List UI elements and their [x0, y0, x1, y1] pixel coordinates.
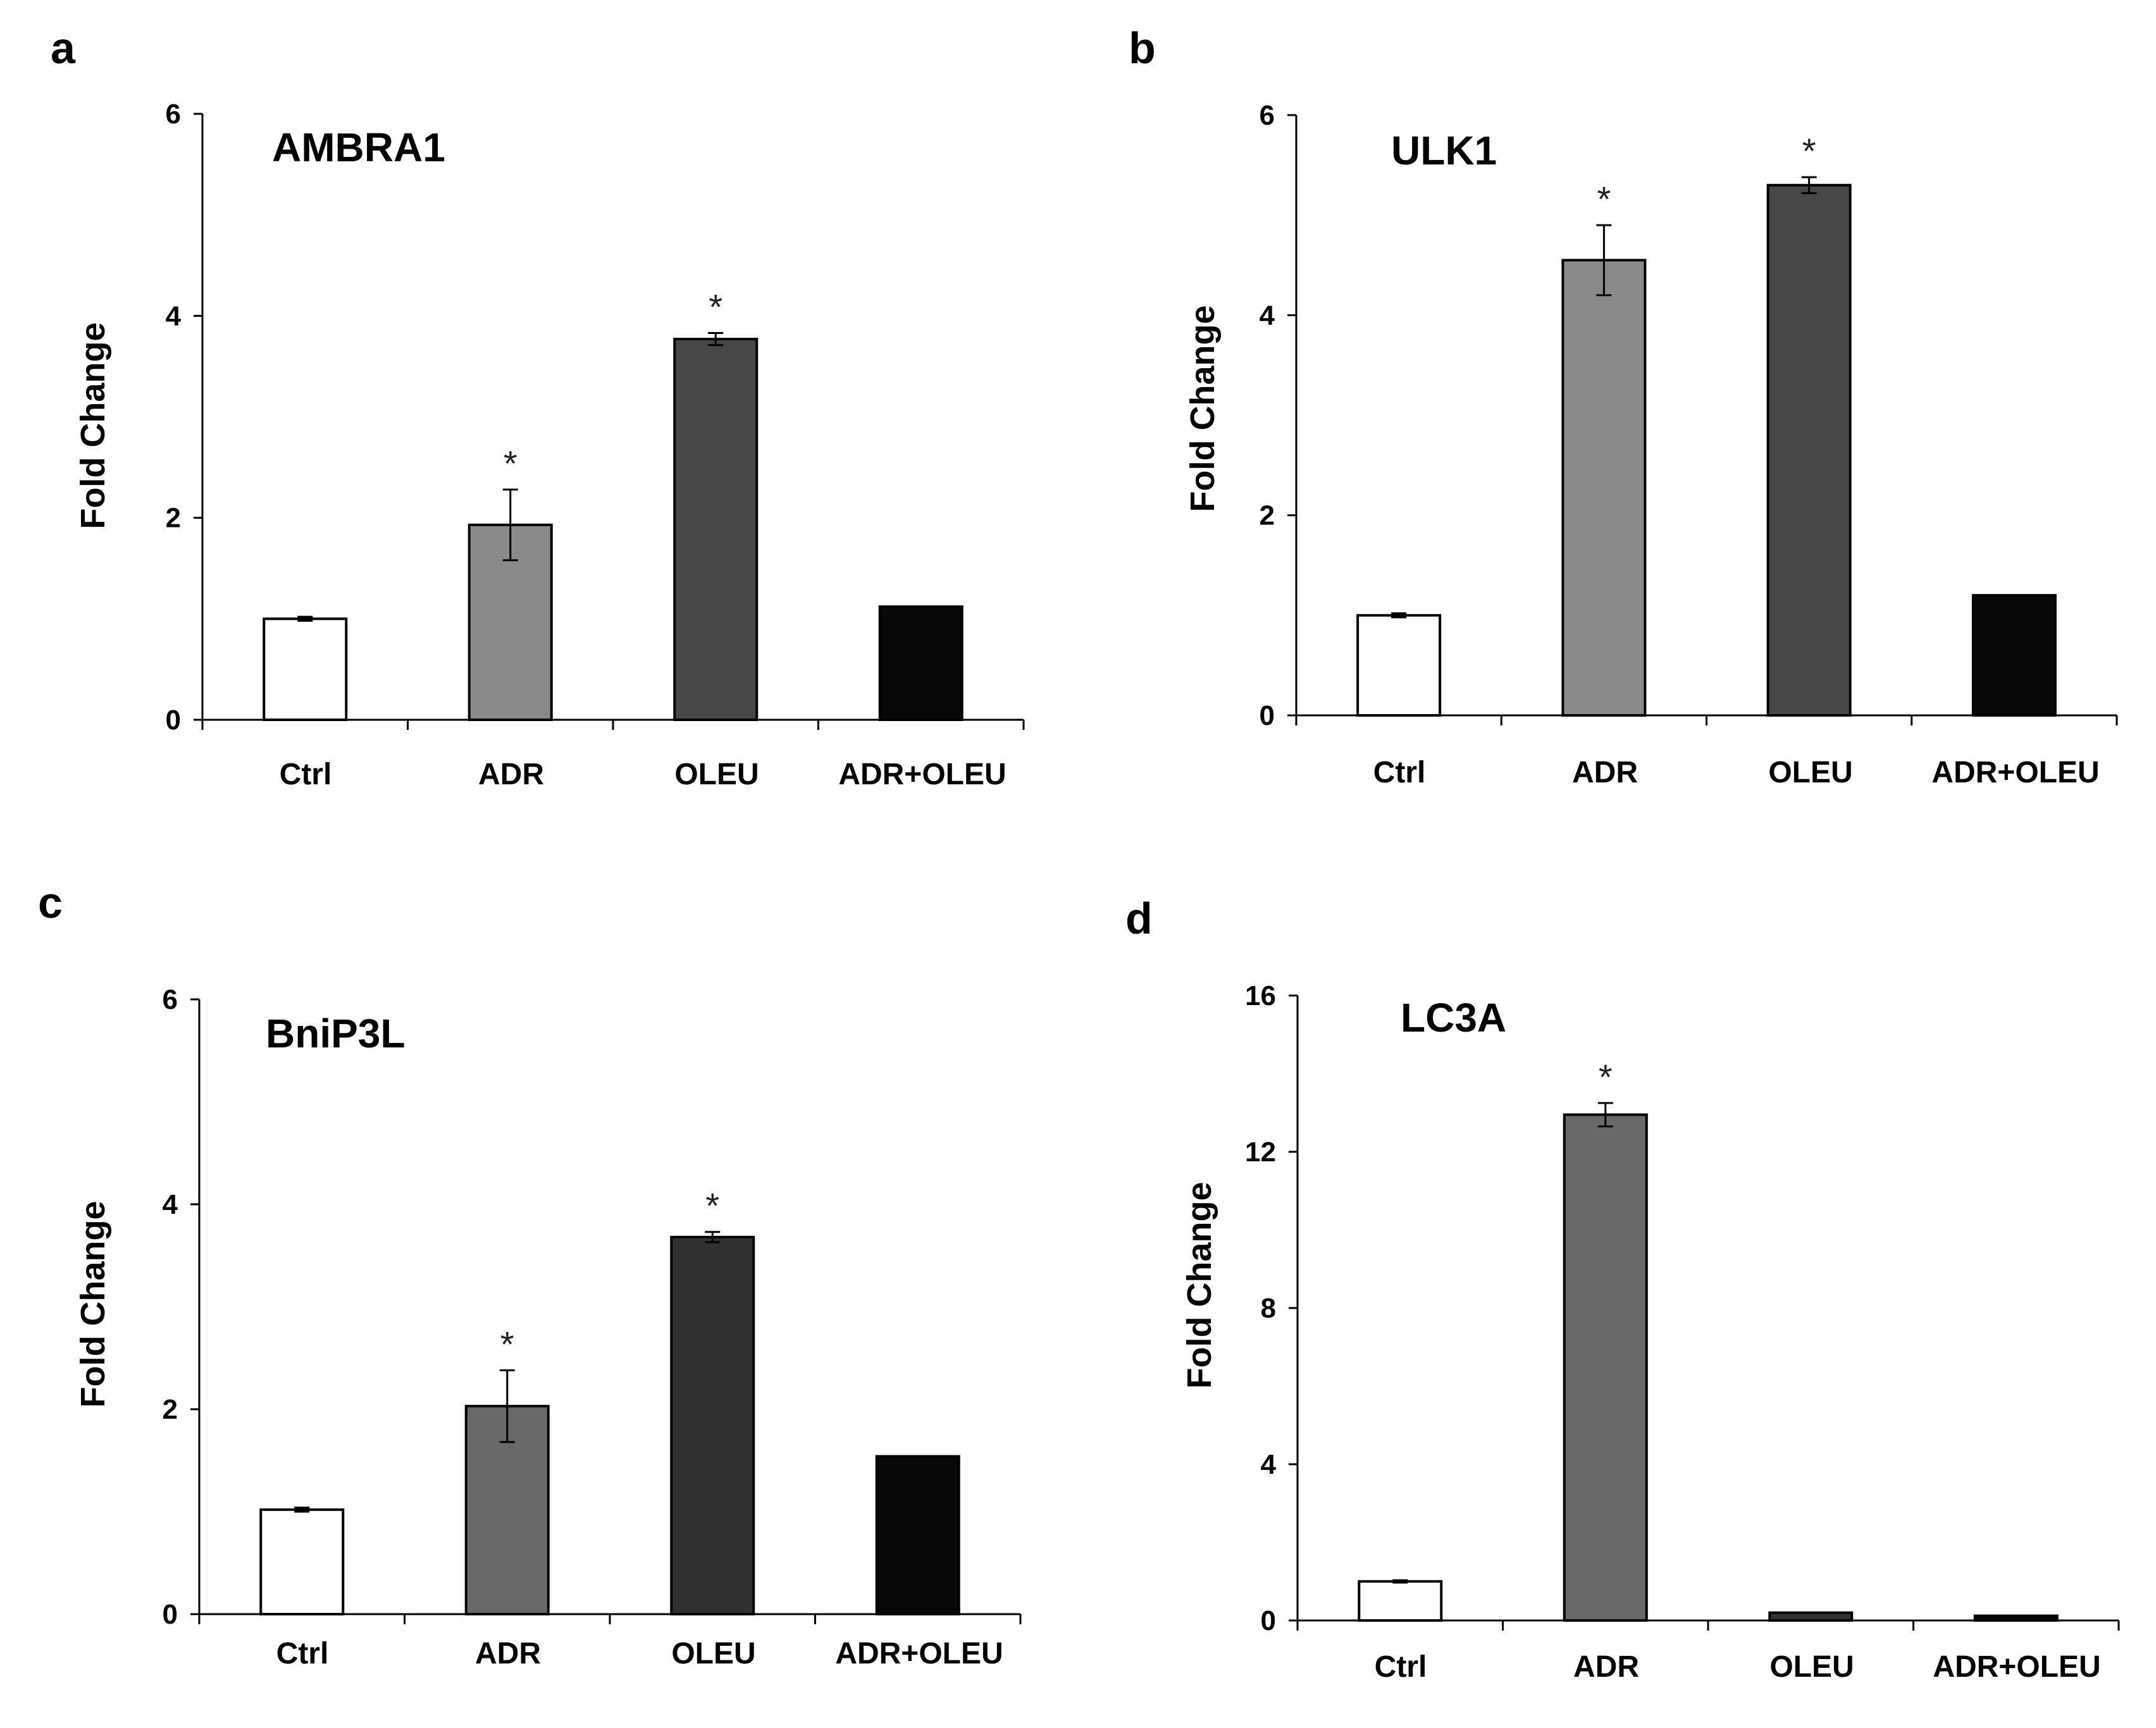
y-tick-label: 4	[1260, 300, 1275, 331]
bar	[878, 605, 963, 721]
y-tick-label: 6	[166, 99, 181, 130]
category-label: Ctrl	[276, 1637, 329, 1670]
category-label: OLEU	[1769, 1650, 1854, 1684]
category-label: ADR	[475, 1637, 541, 1670]
panel-c-chart: c BniP3L Fold Change 0 2 4 6 * * Ctrl ADR OLE…	[38, 878, 1022, 1670]
y-tick-label: 4	[163, 1189, 178, 1220]
y-tick-label: 4	[1261, 1449, 1277, 1480]
category-label: ADR+OLEU	[838, 758, 1006, 791]
y-tick-label: 4	[166, 300, 182, 331]
bar	[1973, 1614, 2059, 1622]
y-axis-label: Fold Change	[1180, 1182, 1218, 1389]
bar	[1971, 594, 2057, 717]
panel-letter: d	[1125, 894, 1153, 943]
y-axis-label: Fold Change	[1184, 305, 1222, 512]
y-tick-label: 0	[166, 705, 181, 736]
plot-area: 0 2 4 6 * *	[1260, 100, 2118, 731]
significance-mark: *	[709, 287, 722, 326]
y-axis-label: Fold Change	[74, 323, 112, 529]
y-tick-label: 2	[166, 503, 181, 534]
bar	[673, 338, 759, 721]
bar	[875, 1455, 960, 1616]
y-tick-label: 8	[1261, 1293, 1276, 1324]
plot-area: 0 2 4 6 * *	[166, 99, 1025, 736]
category-label: ADR	[478, 758, 544, 791]
y-tick-label: 2	[1260, 500, 1275, 531]
bar	[1358, 1580, 1443, 1622]
bar	[1766, 183, 1852, 717]
category-label: ADR	[1573, 1650, 1639, 1684]
y-tick-label: 6	[163, 984, 178, 1015]
bar	[259, 1508, 345, 1616]
y-tick-label: 2	[163, 1394, 178, 1425]
y-tick-label: 16	[1245, 980, 1276, 1011]
category-label: Ctrl	[280, 758, 332, 791]
plot-area: 0 2 4 6 * *	[163, 984, 1022, 1630]
category-label: OLEU	[671, 1637, 755, 1670]
category-label: ADR+OLEU	[1931, 756, 2099, 789]
panel-letter: c	[38, 878, 63, 927]
bar	[1768, 1611, 1854, 1622]
category-label: ADR+OLEU	[835, 1637, 1003, 1670]
y-tick-label: 0	[1261, 1605, 1276, 1636]
chart-title: BniP3L	[266, 1011, 405, 1056]
plot-area: 0 4 8 12 16 *	[1245, 980, 2120, 1636]
panel-a-chart: a AMBRA1 Fold Change 0 2 4 6 * * Ctrl ADR OLE…	[51, 23, 1025, 791]
significance-mark: *	[500, 1324, 514, 1364]
y-axis-label: Fold Change	[74, 1201, 112, 1408]
category-label: OLEU	[674, 758, 759, 791]
y-tick-label: 6	[1260, 100, 1275, 131]
significance-mark: *	[1599, 1057, 1613, 1097]
bar	[670, 1235, 755, 1615]
bar	[1563, 1113, 1648, 1622]
category-label: ADR+OLEU	[1933, 1650, 2100, 1684]
bar	[263, 617, 348, 721]
y-tick-label: 0	[1260, 700, 1275, 731]
panel-letter: b	[1129, 23, 1156, 73]
category-label: Ctrl	[1373, 756, 1426, 789]
chart-title: AMBRA1	[272, 125, 445, 170]
significance-mark: *	[504, 443, 517, 483]
bar	[1356, 614, 1442, 717]
significance-mark: *	[1597, 179, 1611, 219]
y-tick-label: 12	[1245, 1137, 1276, 1168]
chart-title: LC3A	[1401, 995, 1506, 1040]
category-label: Ctrl	[1375, 1650, 1427, 1684]
category-label: ADR	[1572, 756, 1638, 789]
chart-title: ULK1	[1391, 128, 1497, 173]
significance-mark: *	[705, 1186, 719, 1226]
significance-mark: *	[1802, 131, 1816, 171]
panel-d-chart: d LC3A Fold Change 0 4 8 12 16 * Ctrl ADR OLE…	[1125, 894, 2120, 1684]
bar	[1561, 259, 1647, 717]
category-label: OLEU	[1768, 756, 1852, 789]
panel-letter: a	[51, 23, 76, 73]
y-tick-label: 0	[163, 1599, 178, 1630]
